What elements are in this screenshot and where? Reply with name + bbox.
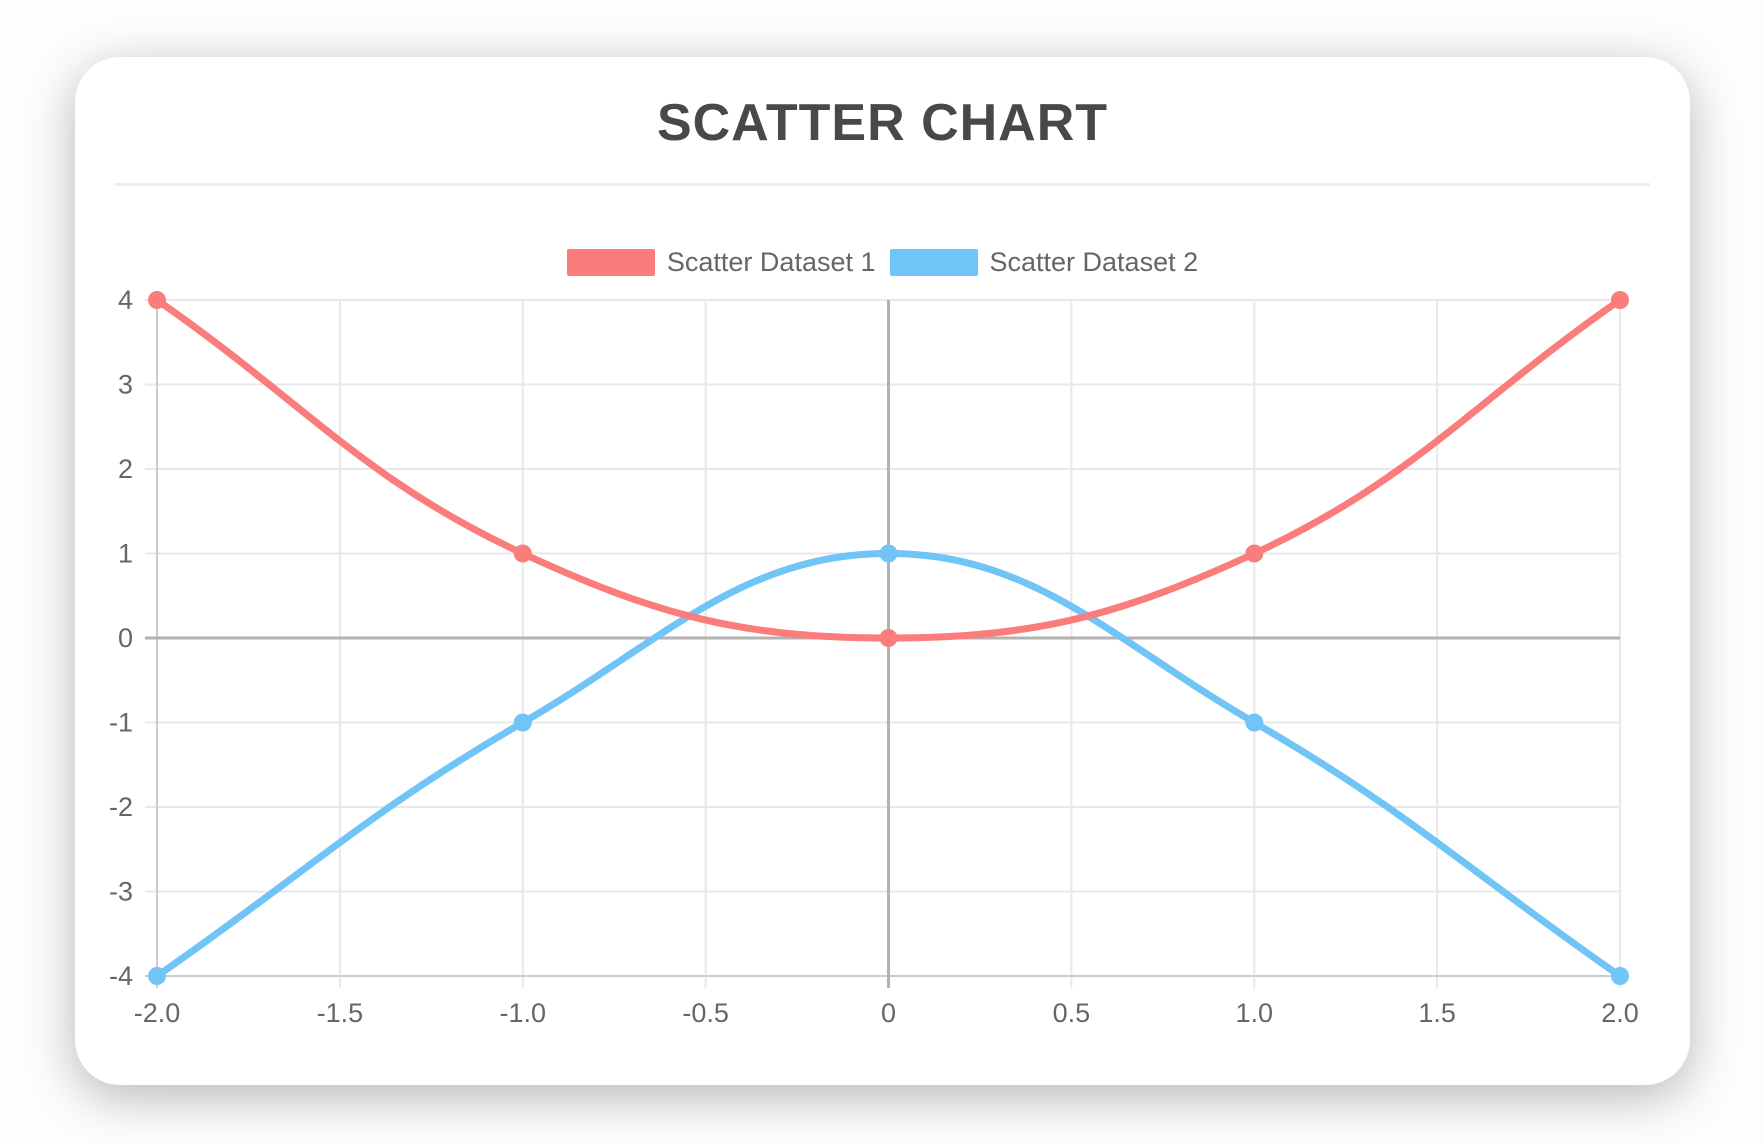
data-point[interactable] — [513, 544, 532, 563]
data-point[interactable] — [879, 544, 898, 563]
legend-swatch — [889, 249, 978, 276]
x-tick-label: -2.0 — [134, 998, 181, 1028]
y-tick-label: 2 — [118, 454, 133, 484]
y-tick-label: -1 — [109, 708, 133, 738]
legend-item[interactable]: Scatter Dataset 2 — [889, 247, 1199, 277]
y-tick-label: 1 — [118, 539, 133, 569]
data-point[interactable] — [879, 629, 898, 647]
chart-title: SCATTER CHART — [656, 94, 1109, 152]
y-tick-label: -2 — [109, 792, 133, 822]
data-point[interactable] — [513, 713, 532, 732]
data-point[interactable] — [1611, 291, 1629, 309]
x-tick-label: 2.0 — [1601, 998, 1639, 1028]
x-tick-label: 0.5 — [1053, 998, 1091, 1028]
x-tick-label: 1.0 — [1236, 998, 1274, 1028]
scatter-plot-svg: -2.0 -1.5 -1.0 -0.5 0 0.5 1.0 1.5 2.0 4 3 2 1 0 -1 -2 -3… — [109, 285, 1639, 1028]
legend-swatch — [566, 249, 655, 276]
y-tick-label: -3 — [109, 877, 133, 907]
y-tick-label: 0 — [118, 623, 133, 653]
x-tick-label: -1.5 — [317, 998, 364, 1028]
y-tick-label: 4 — [118, 285, 133, 315]
data-point[interactable] — [1611, 967, 1629, 985]
data-point[interactable] — [1245, 713, 1264, 732]
chart-card: SCATTER CHART Scatter Dataset 1 Scatter D… — [75, 57, 1690, 1085]
data-point[interactable] — [148, 291, 166, 309]
legend-label: Scatter Dataset 2 — [989, 247, 1199, 277]
legend-item[interactable]: Scatter Dataset 1 — [566, 247, 876, 277]
y-tick-label: 3 — [118, 370, 133, 400]
y-tick-label: -4 — [109, 961, 133, 991]
x-tick-label: -0.5 — [682, 998, 729, 1028]
x-tick-label: 1.5 — [1418, 998, 1456, 1028]
x-tick-label: 0 — [881, 998, 896, 1028]
legend-label: Scatter Dataset 1 — [666, 247, 876, 277]
legend: Scatter Dataset 1 Scatter Dataset 2 — [75, 249, 1690, 276]
x-tick-label: -1.0 — [500, 998, 547, 1028]
title-divider — [115, 183, 1650, 186]
data-point[interactable] — [1245, 544, 1264, 563]
data-point[interactable] — [148, 967, 166, 985]
